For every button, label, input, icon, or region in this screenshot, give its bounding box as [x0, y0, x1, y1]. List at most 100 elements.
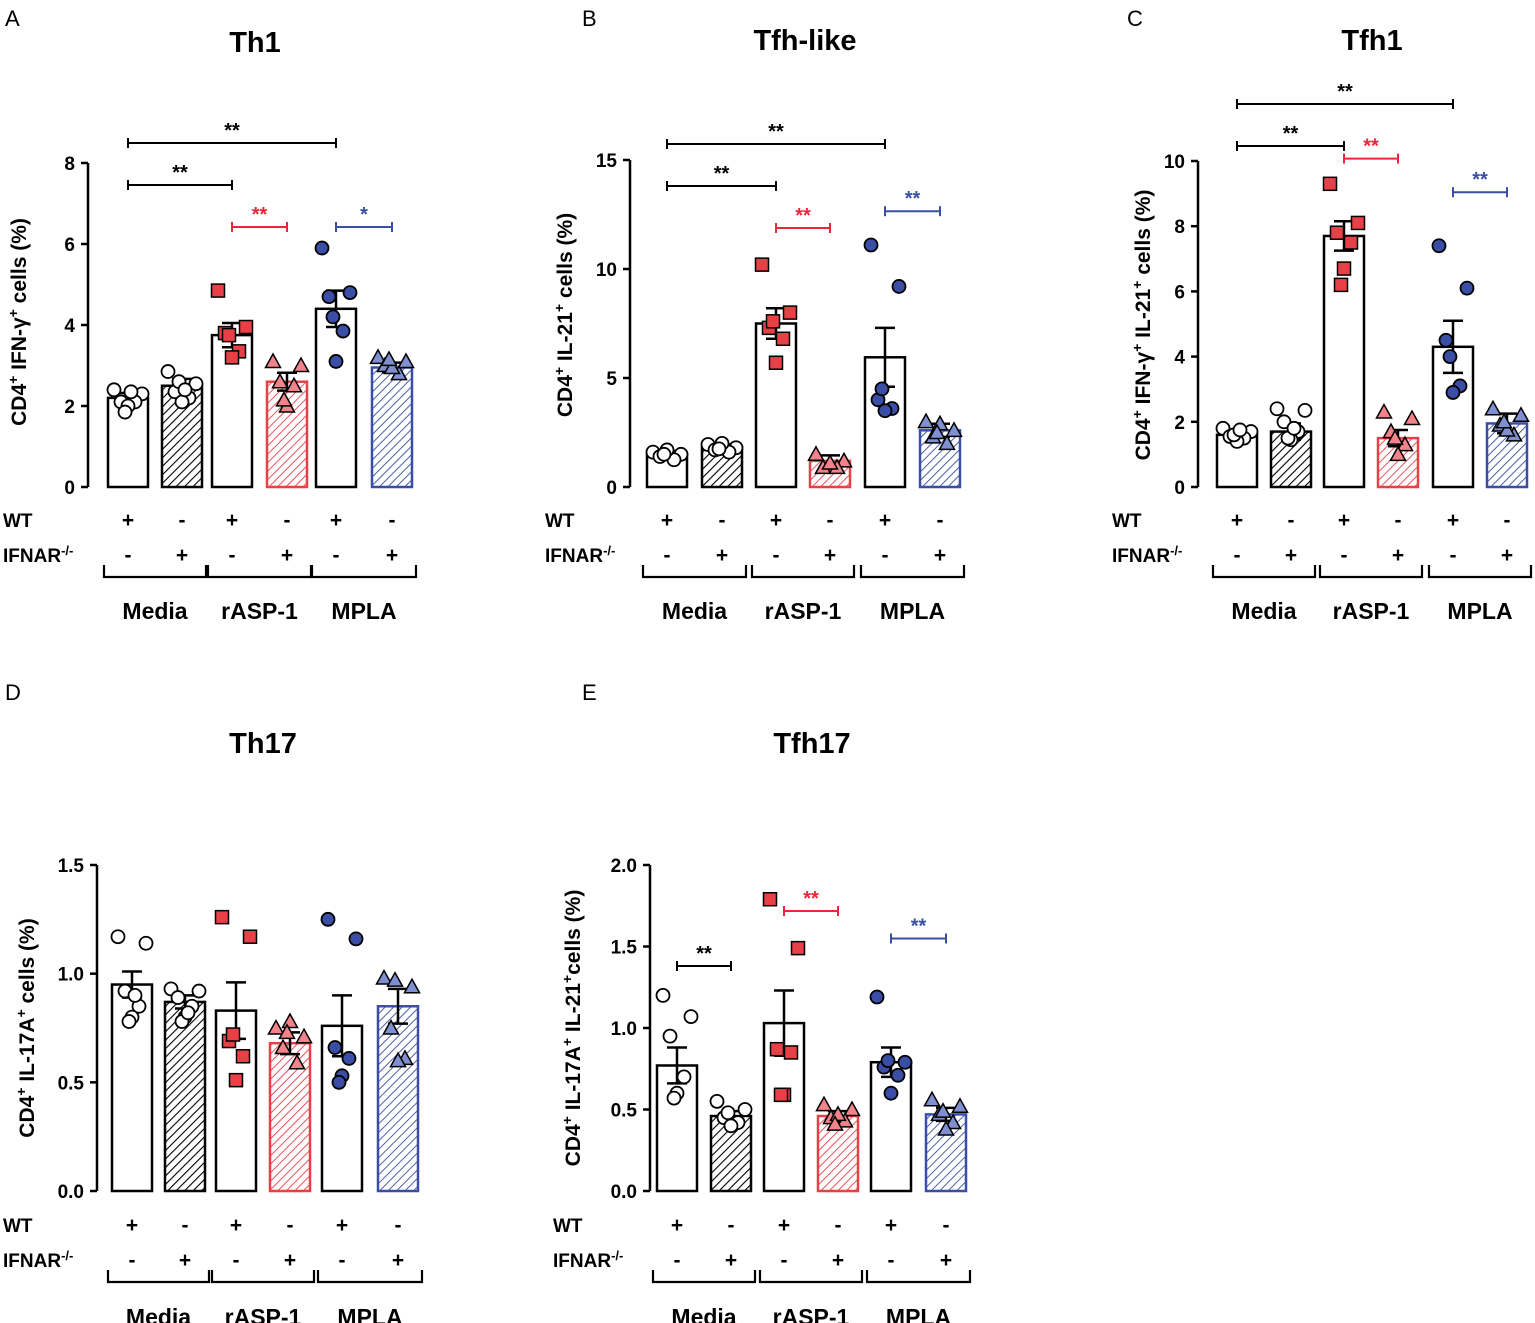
significance-label: **	[696, 943, 712, 965]
data-point	[1276, 414, 1292, 430]
ifnar-sign: -	[1450, 544, 1457, 567]
data-point	[891, 279, 907, 294]
y-label-text: CD4	[554, 375, 577, 417]
group-label: MPLA	[886, 1304, 951, 1323]
data-point	[815, 1095, 833, 1112]
data-point	[160, 364, 176, 379]
ifnar-superscript: -/-	[611, 1248, 623, 1263]
wt-sign: -	[943, 1214, 950, 1237]
data-point	[320, 911, 336, 927]
y-label-superscript: +	[1129, 344, 1145, 352]
chart-title: Tfh1	[1341, 25, 1402, 57]
data-point	[1459, 280, 1475, 296]
y-tick-label: 5	[606, 369, 617, 390]
data-point	[683, 1009, 699, 1024]
data-point	[782, 305, 798, 320]
wt-sign: -	[1288, 509, 1295, 532]
ifnar-sign: +	[1392, 544, 1404, 567]
data-point	[1431, 238, 1447, 254]
y-label-superscript: +	[5, 376, 21, 384]
y-tick-label: 2	[64, 397, 75, 418]
ifnar-sign: -	[233, 1249, 240, 1272]
data-point	[934, 1102, 952, 1118]
data-point	[331, 1074, 347, 1090]
group-bracket	[106, 1270, 211, 1284]
data-point	[877, 403, 893, 419]
data-point	[314, 240, 330, 256]
data-point	[1269, 401, 1285, 417]
wt-row-label: WT	[1112, 511, 1142, 532]
data-point	[321, 289, 337, 305]
y-label-superscript: +	[1129, 281, 1145, 289]
data-point	[666, 1090, 682, 1106]
y-label-superscript: +	[559, 975, 575, 983]
ifnar-sign: -	[333, 544, 340, 567]
y-label-text: cells (%)	[8, 218, 31, 309]
data-point	[295, 1027, 313, 1044]
group-bracket	[865, 1270, 972, 1284]
data-point	[271, 372, 289, 389]
data-point	[1375, 402, 1393, 419]
y-label-text: cells (%)	[554, 213, 577, 304]
bar	[320, 1024, 364, 1193]
data-point	[1350, 215, 1366, 231]
data-point	[1495, 412, 1513, 429]
data-point	[278, 1023, 296, 1040]
ifnar-sign: +	[1501, 544, 1513, 567]
data-point	[191, 983, 207, 999]
data-point	[138, 935, 154, 951]
significance-label: **	[1337, 81, 1353, 103]
data-point	[1322, 176, 1338, 192]
wt-sign: +	[1231, 509, 1243, 532]
data-point	[938, 434, 956, 451]
data-point	[1386, 429, 1404, 445]
data-point	[768, 355, 784, 370]
ifnar-sign: -	[888, 1249, 895, 1272]
ifnar-sign: +	[716, 544, 728, 567]
ifnar-sign: -	[664, 544, 671, 567]
y-label-superscript: +	[559, 1116, 575, 1124]
data-point	[917, 412, 935, 429]
data-point	[235, 1049, 251, 1064]
wt-sign: +	[330, 509, 342, 532]
ifnar-superscript: -/-	[61, 543, 73, 558]
data-point	[281, 1012, 299, 1029]
ifnar-sign: +	[832, 1249, 844, 1272]
ifnar-row-label: IFNAR-/-	[1112, 543, 1182, 568]
y-label-text: cells (%)	[16, 918, 39, 1009]
data-point	[121, 1014, 137, 1029]
group-label: rASP-1	[221, 598, 298, 624]
group-bracket	[651, 1270, 757, 1284]
ifnar-sign: +	[824, 544, 836, 567]
wt-row-label: WT	[545, 511, 575, 532]
ifnar-superscript: -/-	[61, 1248, 73, 1263]
wt-sign: -	[389, 509, 396, 532]
data-point	[1336, 261, 1352, 276]
y-tick-label: 2	[1174, 413, 1185, 434]
data-point	[1403, 409, 1421, 426]
data-point	[1445, 385, 1461, 400]
panel-letter: C	[1127, 6, 1143, 31]
y-label-text: IL-17A	[16, 1018, 39, 1088]
wt-sign: -	[728, 1214, 735, 1237]
wt-sign: +	[671, 1214, 683, 1237]
significance-label: **	[911, 916, 927, 938]
data-point	[1498, 420, 1516, 437]
data-point	[106, 382, 122, 398]
data-point	[383, 358, 401, 375]
significance-label: **	[172, 162, 188, 184]
y-label-text: IL-21	[562, 983, 585, 1038]
data-point	[937, 1120, 955, 1136]
wt-sign: -	[1504, 509, 1511, 532]
data-point	[880, 1053, 896, 1068]
ifnar-sign: +	[934, 544, 946, 567]
data-point	[274, 1038, 292, 1055]
wt-sign: -	[284, 509, 291, 532]
ifnar-sign: -	[1341, 544, 1348, 567]
wt-sign: -	[182, 1214, 189, 1237]
group-bracket	[310, 565, 418, 579]
significance-label: **	[1363, 136, 1379, 158]
data-point	[335, 323, 351, 339]
data-point	[288, 1053, 306, 1070]
